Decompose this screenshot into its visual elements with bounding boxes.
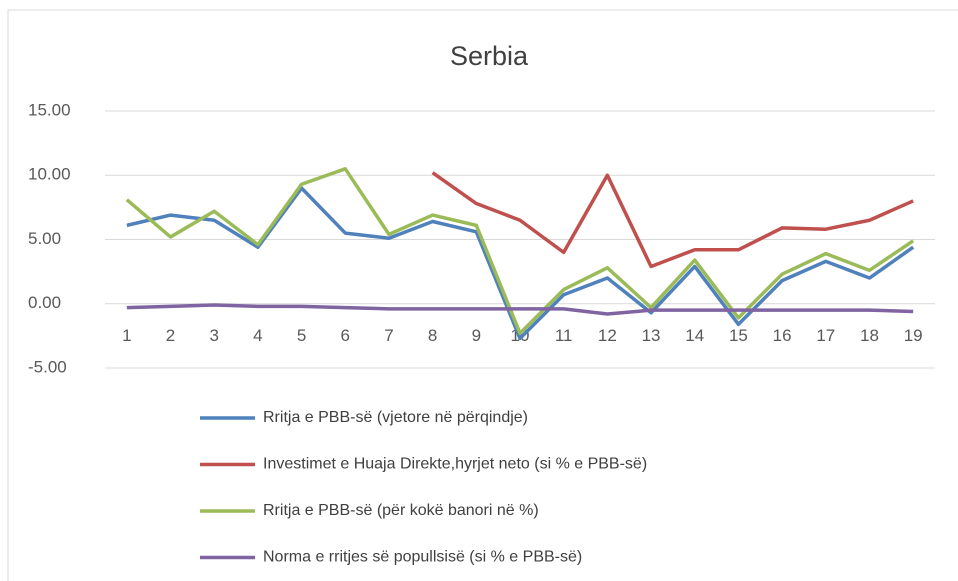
x-tick-label: 2 bbox=[166, 326, 175, 345]
legend-label: Rritja e PBB-së (vjetore në përqindje) bbox=[263, 409, 528, 426]
y-tick-label: 15.00 bbox=[28, 100, 71, 119]
x-tick-label: 3 bbox=[209, 326, 218, 345]
y-tick-label: 0.00 bbox=[28, 293, 61, 312]
y-tick-label: 10.00 bbox=[28, 165, 71, 184]
series-line bbox=[431, 171, 914, 269]
x-tick-label: 15 bbox=[729, 326, 748, 345]
x-tick-label: 4 bbox=[253, 326, 262, 345]
x-tick-label: 16 bbox=[773, 326, 792, 345]
legend-label: Investimet e Huaja Direkte,hyrjet neto (… bbox=[263, 456, 647, 473]
series-line bbox=[126, 303, 914, 316]
x-tick-label: 9 bbox=[472, 326, 481, 345]
x-tick-label: 12 bbox=[598, 326, 617, 345]
chart-title: Serbia bbox=[450, 41, 529, 71]
x-tick-label: 19 bbox=[904, 326, 923, 345]
x-tick-label: 6 bbox=[341, 326, 350, 345]
x-tick-label: 7 bbox=[384, 326, 393, 345]
series-line bbox=[125, 167, 915, 336]
x-tick-label: 13 bbox=[642, 326, 661, 345]
x-tick-label: 11 bbox=[555, 326, 573, 345]
x-tick-label: 5 bbox=[297, 326, 306, 345]
legend-label: Norma e rritjes së popullsisë (si % e PB… bbox=[263, 549, 582, 566]
x-tick-label: 17 bbox=[816, 326, 835, 345]
x-tick-label: 8 bbox=[428, 326, 437, 345]
x-tick-label: 14 bbox=[685, 326, 704, 345]
x-tick-label: 18 bbox=[860, 326, 879, 345]
x-tick-label: 1 bbox=[122, 326, 131, 345]
y-tick-label: -5.00 bbox=[28, 357, 67, 376]
series-line bbox=[126, 186, 915, 341]
legend-label: Rritja e PBB-së (për kokë banori në %) bbox=[263, 502, 539, 519]
y-tick-label: 5.00 bbox=[28, 229, 61, 248]
chart-border bbox=[7, 9, 958, 581]
